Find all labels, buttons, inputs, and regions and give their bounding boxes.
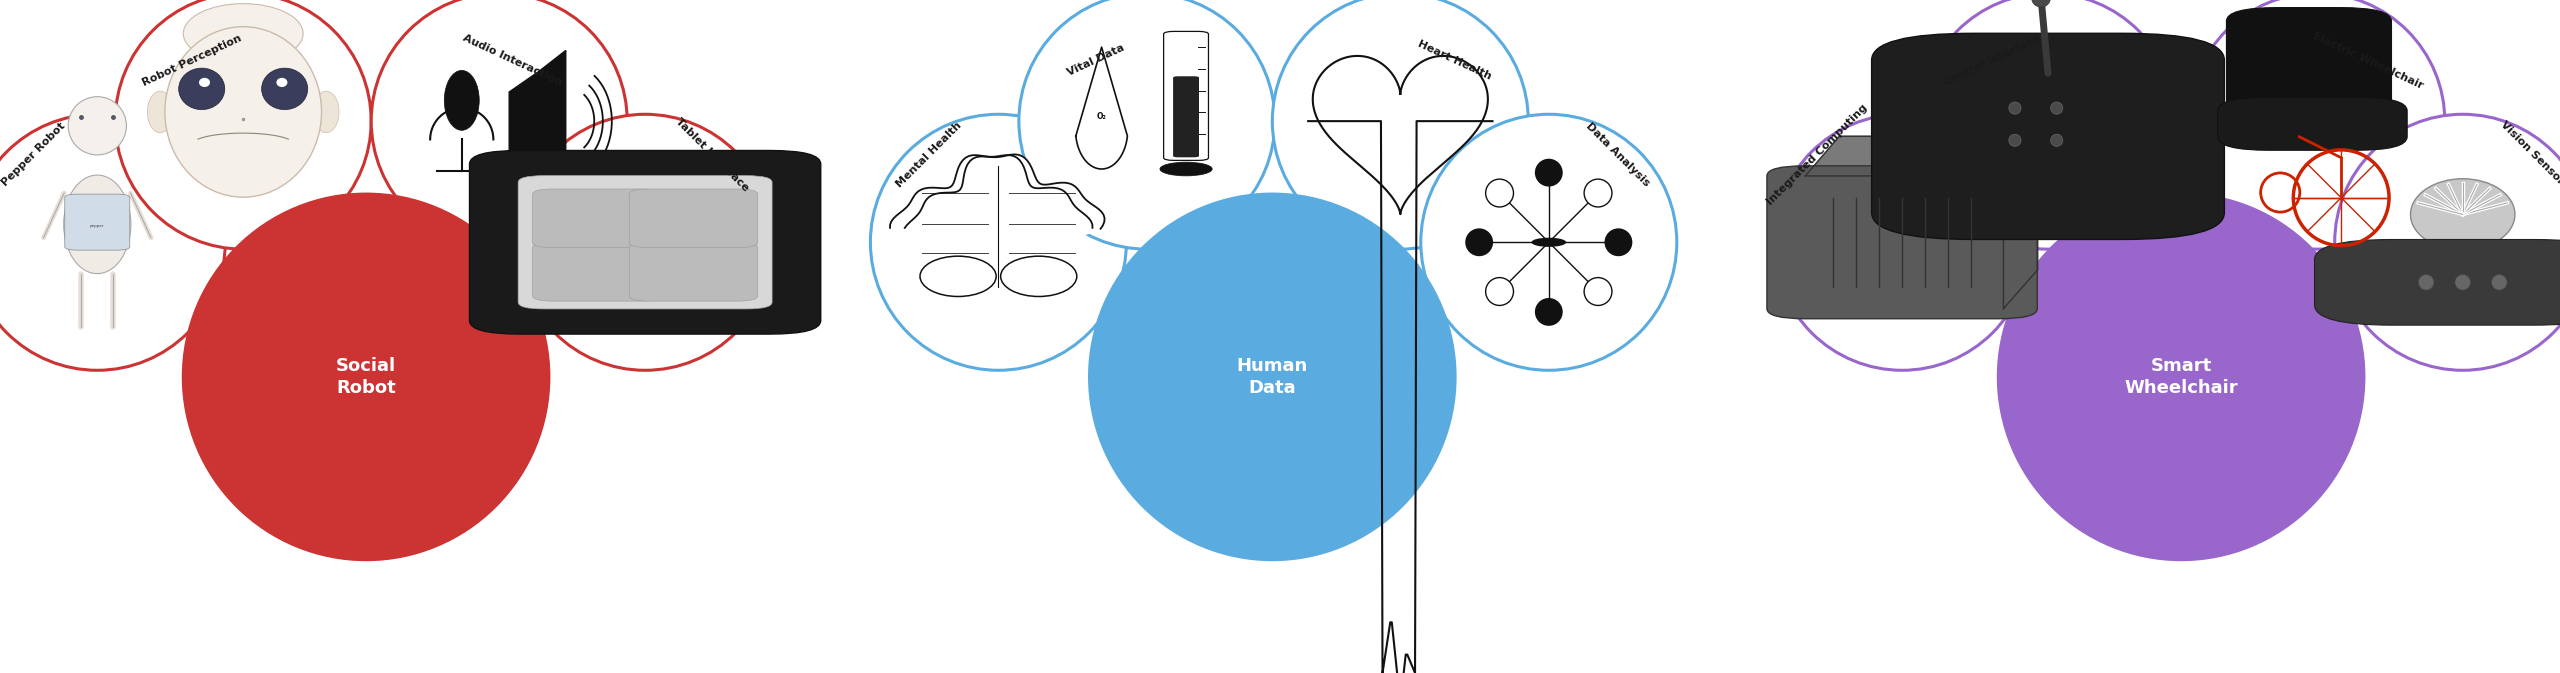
Ellipse shape <box>182 192 550 561</box>
Ellipse shape <box>2335 114 2560 370</box>
FancyBboxPatch shape <box>468 151 822 334</box>
Ellipse shape <box>371 0 627 249</box>
FancyBboxPatch shape <box>517 176 773 309</box>
Ellipse shape <box>1088 192 1457 561</box>
Text: Tablet Interface: Tablet Interface <box>673 116 750 193</box>
Ellipse shape <box>517 114 773 370</box>
Ellipse shape <box>261 68 307 110</box>
Ellipse shape <box>1920 0 2176 249</box>
Text: Electric Wheelchair: Electric Wheelchair <box>2312 30 2424 91</box>
Ellipse shape <box>64 175 131 274</box>
Ellipse shape <box>870 114 1126 370</box>
Ellipse shape <box>2412 179 2514 250</box>
FancyBboxPatch shape <box>1165 32 1208 160</box>
Text: Robot Perception: Robot Perception <box>141 33 243 88</box>
FancyBboxPatch shape <box>2227 7 2391 131</box>
Circle shape <box>1160 162 1213 176</box>
FancyBboxPatch shape <box>2217 97 2406 150</box>
FancyBboxPatch shape <box>64 194 131 250</box>
Polygon shape <box>540 50 566 192</box>
Text: Heart Health: Heart Health <box>1416 39 1492 82</box>
Ellipse shape <box>1272 0 1528 249</box>
Ellipse shape <box>445 71 479 131</box>
Ellipse shape <box>2189 0 2445 249</box>
Text: Vital Data: Vital Data <box>1065 43 1126 78</box>
Ellipse shape <box>1536 298 1562 326</box>
FancyBboxPatch shape <box>1871 33 2225 240</box>
Ellipse shape <box>1774 114 2030 370</box>
Text: pepper: pepper <box>90 224 105 228</box>
Polygon shape <box>891 155 1093 264</box>
Polygon shape <box>904 154 1103 264</box>
FancyBboxPatch shape <box>630 189 758 248</box>
Text: O₂: O₂ <box>1096 112 1106 121</box>
Ellipse shape <box>148 91 174 133</box>
Ellipse shape <box>2491 275 2506 290</box>
Text: Vision Sensors: Vision Sensors <box>2499 119 2560 190</box>
Ellipse shape <box>1001 256 1078 297</box>
Ellipse shape <box>2010 134 2020 147</box>
Text: Data Analysis: Data Analysis <box>1585 121 1651 188</box>
Ellipse shape <box>2051 134 2063 147</box>
Ellipse shape <box>1536 159 1562 186</box>
Polygon shape <box>1075 47 1126 169</box>
Ellipse shape <box>115 0 371 249</box>
Text: Social
Robot: Social Robot <box>335 357 397 397</box>
Ellipse shape <box>69 97 125 155</box>
Text: Audio Interaction: Audio Interaction <box>461 33 563 88</box>
Text: Smart
Wheelchair: Smart Wheelchair <box>2125 357 2237 397</box>
FancyBboxPatch shape <box>2314 240 2560 325</box>
Polygon shape <box>1805 137 2038 176</box>
Ellipse shape <box>2419 275 2435 290</box>
Polygon shape <box>509 71 540 171</box>
Ellipse shape <box>2051 102 2063 114</box>
Ellipse shape <box>1585 277 1613 306</box>
Ellipse shape <box>1605 228 1633 256</box>
Text: Mental Health: Mental Health <box>893 120 965 189</box>
Ellipse shape <box>184 3 302 63</box>
FancyBboxPatch shape <box>630 242 758 301</box>
Ellipse shape <box>1485 179 1513 207</box>
Ellipse shape <box>0 114 225 370</box>
Ellipse shape <box>164 27 323 197</box>
Ellipse shape <box>179 68 225 110</box>
Ellipse shape <box>1019 0 1275 249</box>
FancyBboxPatch shape <box>1172 76 1198 157</box>
Ellipse shape <box>312 91 338 133</box>
FancyBboxPatch shape <box>532 189 660 248</box>
Ellipse shape <box>200 78 210 87</box>
Ellipse shape <box>276 78 287 87</box>
Circle shape <box>1531 238 1567 247</box>
Text: Integrated Computing: Integrated Computing <box>1766 102 1869 207</box>
Ellipse shape <box>1997 192 2365 561</box>
Ellipse shape <box>2033 0 2051 7</box>
Ellipse shape <box>2010 102 2020 114</box>
Ellipse shape <box>2455 275 2470 290</box>
FancyBboxPatch shape <box>1766 166 2038 319</box>
FancyBboxPatch shape <box>532 242 660 301</box>
Text: Human
Data: Human Data <box>1236 357 1308 397</box>
Ellipse shape <box>1421 114 1677 370</box>
Polygon shape <box>2004 137 2038 309</box>
Text: Pepper Robot: Pepper Robot <box>0 121 67 188</box>
Ellipse shape <box>1464 228 1492 256</box>
Text: Control Interface: Control Interface <box>1940 34 2043 87</box>
Ellipse shape <box>1485 277 1513 306</box>
Ellipse shape <box>1585 179 1613 207</box>
Ellipse shape <box>919 256 996 297</box>
